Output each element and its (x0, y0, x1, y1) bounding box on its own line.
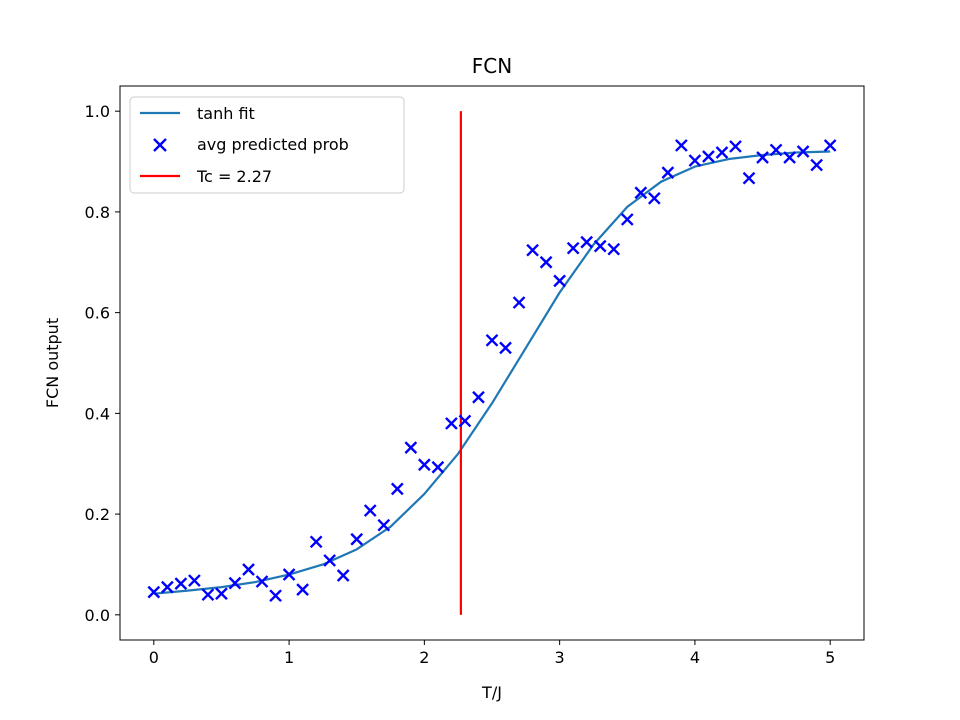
data-point (620, 213, 634, 226)
fit-curve-layer (153, 150, 831, 595)
data-point (228, 576, 242, 590)
data-point (769, 143, 783, 157)
data-point (147, 585, 161, 599)
data-point (783, 151, 796, 164)
legend-fit-label: tanh fit (197, 104, 255, 123)
data-point (445, 417, 458, 430)
chart-title: FCN (472, 54, 512, 78)
data-point (580, 235, 594, 249)
data-point (350, 532, 364, 546)
data-point (215, 587, 228, 601)
data-point (593, 239, 607, 253)
data-point (539, 255, 553, 269)
y-tick-label: 0.0 (85, 606, 110, 625)
y-tick-label: 0.2 (85, 505, 110, 524)
x-tick-label: 3 (555, 648, 565, 667)
data-point (174, 577, 188, 590)
data-point (526, 243, 539, 257)
y-tick-label: 0.6 (85, 304, 110, 323)
data-point (742, 171, 756, 185)
data-point (255, 575, 269, 588)
data-point (418, 458, 431, 472)
data-point (823, 139, 837, 152)
data-point (675, 139, 688, 152)
tanh-fit-line (153, 150, 831, 595)
y-axis-ticks: 0.0 0.2 0.4 0.6 0.8 1.0 (85, 102, 120, 625)
data-point (702, 150, 715, 163)
data-point (634, 186, 648, 200)
data-point (729, 140, 742, 153)
data-point (715, 146, 729, 159)
legend-box (129, 96, 405, 194)
x-axis-ticks: 0 1 2 3 4 5 (149, 640, 835, 667)
data-point (377, 518, 391, 532)
x-tick-label: 1 (284, 648, 294, 667)
data-point (485, 333, 499, 347)
data-point (688, 154, 702, 167)
x-axis-label: T/J (481, 683, 502, 702)
x-tick-label: 4 (690, 648, 700, 667)
data-point (512, 296, 526, 309)
data-point (431, 460, 445, 474)
y-tick-label: 0.4 (85, 404, 110, 423)
data-point (363, 504, 377, 517)
data-point (160, 580, 174, 594)
data-point (607, 242, 621, 256)
data-point (566, 241, 580, 255)
data-points-layer (147, 139, 837, 603)
x-tick-label: 5 (825, 648, 835, 667)
data-point (242, 563, 255, 576)
legend-tc-label: Tc = 2.27 (196, 167, 272, 186)
data-point (296, 583, 309, 596)
legend: tanh fit avg predicted prob Tc = 2.27 (129, 96, 405, 194)
data-point (269, 589, 282, 603)
legend-scatter-label: avg predicted prob (197, 135, 349, 154)
data-point (472, 390, 485, 404)
data-point (499, 341, 512, 355)
data-point (404, 441, 418, 454)
data-point (336, 569, 350, 582)
legend-scatter-swatch (153, 138, 167, 152)
data-point (647, 191, 661, 205)
y-tick-label: 0.8 (85, 203, 110, 222)
data-point (188, 574, 201, 587)
data-point (309, 535, 323, 549)
x-tick-label: 2 (419, 648, 429, 667)
data-point (796, 145, 810, 158)
x-tick-label: 0 (149, 648, 159, 667)
data-point (661, 166, 675, 179)
data-point (756, 151, 769, 164)
data-point (390, 482, 404, 496)
data-point (458, 414, 472, 428)
data-point (553, 274, 566, 288)
data-point (282, 568, 296, 581)
y-tick-label: 1.0 (85, 102, 110, 121)
data-point (810, 158, 824, 172)
data-point (323, 554, 337, 567)
data-point (201, 588, 215, 602)
y-axis-label: FCN output (43, 318, 62, 408)
